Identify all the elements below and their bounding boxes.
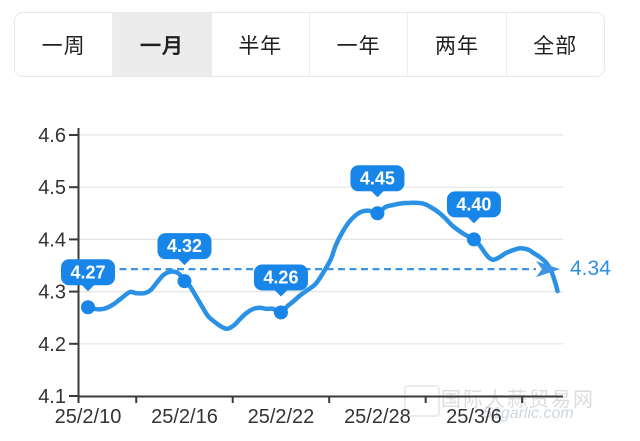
data-label-bubble: 4.40	[446, 191, 501, 224]
y-axis-label: 4.4	[38, 229, 66, 251]
data-point-marker[interactable]	[370, 206, 385, 221]
time-range-tabs: 一周 一月 半年 一年 两年 全部	[14, 12, 605, 77]
price-line	[85, 200, 560, 332]
y-axis-label: 4.2	[38, 334, 66, 356]
bubble-value-label: 4.27	[70, 262, 105, 282]
price-chart-svg: 4.1 4.2 4.3 4.4 4.5 4.6 25/2/10 25/2/16 25/2/22 2…	[38, 125, 563, 428]
x-axis-label: 25/2/28	[344, 406, 411, 428]
tab-year[interactable]: 一年	[309, 13, 409, 76]
bubble-value-label: 4.45	[360, 168, 395, 188]
y-axis-label: 4.1	[38, 386, 66, 408]
watermark-site-url: 51garlic.com	[483, 405, 574, 422]
data-label-bubble: 4.32	[157, 233, 212, 266]
bubble-value-label: 4.32	[167, 236, 202, 256]
data-point-marker[interactable]	[273, 305, 288, 320]
data-point-marker[interactable]	[81, 300, 95, 315]
bubble-value-label: 4.26	[263, 267, 298, 287]
x-axis-label: 25/2/22	[248, 406, 315, 428]
bubble-box	[446, 191, 501, 218]
bubble-pointer	[177, 258, 192, 266]
tab-month[interactable]: 一月	[113, 13, 212, 76]
bubble-box	[157, 233, 212, 260]
tab-two-years[interactable]: 两年	[408, 13, 507, 76]
data-label-bubble: 4.26	[253, 264, 308, 297]
data-point-marker[interactable]	[466, 232, 481, 247]
y-axis-label: 4.6	[38, 125, 66, 147]
bubble-pointer	[81, 284, 95, 292]
tab-half-year[interactable]: 半年	[211, 13, 310, 76]
bubble-box	[61, 259, 115, 286]
y-axis-label: 4.5	[38, 177, 66, 199]
x-axis-label: 25/2/16	[151, 406, 218, 428]
bubble-pointer	[370, 190, 385, 198]
tab-week[interactable]: 一周	[15, 13, 114, 76]
bubble-pointer	[273, 289, 288, 297]
data-label-bubble: 4.45	[350, 165, 405, 198]
arrowhead-icon	[536, 261, 560, 278]
watermark-site-name: 国际大蒜贸易网	[441, 389, 595, 411]
y-axis-label: 4.3	[38, 282, 66, 304]
bubble-box	[350, 165, 405, 192]
data-point-marker[interactable]	[177, 274, 192, 289]
x-axis-label: 25/2/10	[55, 406, 122, 428]
bubble-box	[253, 264, 308, 291]
x-axis-label: 25/3/6	[446, 406, 502, 428]
bubble-value-label: 4.40	[456, 194, 491, 214]
bubble-pointer	[466, 216, 481, 224]
price-chart: 4.1 4.2 4.3 4.4 4.5 4.6 25/2/10 25/2/16 25/2/22 2…	[0, 100, 640, 441]
current-price-value: 4.34	[570, 257, 611, 280]
tab-all[interactable]: 全部	[506, 13, 604, 76]
data-label-bubble: 4.27	[61, 259, 115, 292]
watermark-stamp	[404, 385, 440, 417]
